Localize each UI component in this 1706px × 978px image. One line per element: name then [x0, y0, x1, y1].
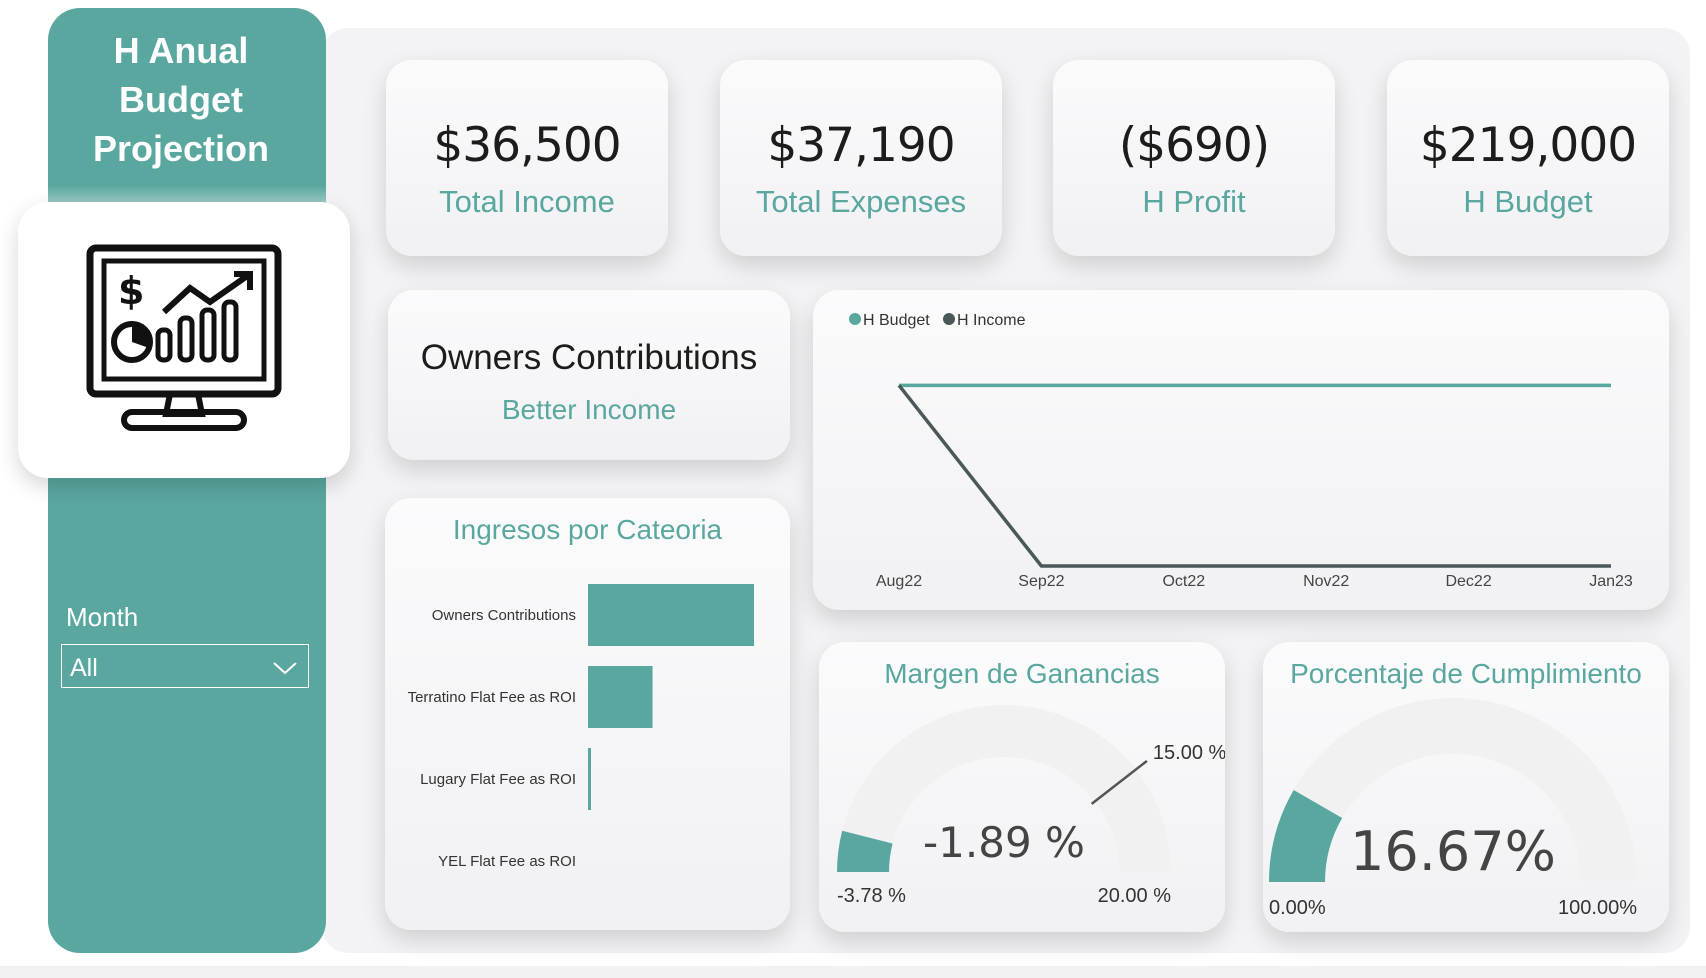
bar-category-label: Lugary Flat Fee as ROI — [420, 771, 576, 788]
gauge-max-label: 20.00 % — [1098, 885, 1172, 907]
x-tick-label: Sep22 — [1018, 573, 1064, 590]
legend-label: H Income — [957, 312, 1026, 329]
bar-chart: Owners Contributions Terratino Flat Fee a… — [408, 584, 754, 870]
gauge-track — [837, 705, 1171, 872]
kpi-label: Total Income — [439, 184, 615, 219]
gauge-target-marker — [1090, 759, 1148, 805]
month-slicer-value: All — [70, 654, 98, 682]
kpi-label: H Budget — [1463, 184, 1593, 219]
owners-contributions-subtitle: Better Income — [501, 394, 677, 425]
sidebar: H Anual Budget Projection Month All — [48, 8, 326, 953]
x-tick-label: Dec22 — [1445, 573, 1491, 590]
x-tick-label: Oct22 — [1162, 573, 1205, 590]
profit-margin-gauge: 15.00 % -1.89 % -3.78 % 20.00 % — [837, 705, 1225, 907]
compliance-title: Porcentaje de Cumplimiento — [1290, 658, 1642, 689]
series-line — [897, 384, 1611, 568]
legend-marker — [849, 313, 861, 325]
bar-category-label: Owners Contributions — [432, 607, 576, 624]
bar-category-label: Terratino Flat Fee as ROI — [408, 689, 576, 706]
legend-marker — [943, 313, 955, 325]
income-by-category-card: Ingresos por Cateoria Owners Contributio… — [385, 498, 790, 930]
app-title: H Anual Budget Projection — [92, 30, 270, 169]
bar-category-label: YEL Flat Fee as ROI — [438, 853, 576, 870]
compliance-card: Porcentaje de Cumplimiento 16.67% 0.00% 10… — [1263, 642, 1669, 932]
kpi-label: Total Expenses — [755, 184, 967, 219]
gauge-value-label: -1.89 % — [923, 818, 1085, 867]
gauge-value-label: 16.67% — [1350, 820, 1556, 883]
profit-margin-title: Margen de Ganancias — [884, 658, 1160, 689]
kpi-label: H Profit — [1142, 184, 1246, 219]
gauge-track — [1269, 698, 1637, 882]
month-filter-label: Month — [66, 602, 139, 632]
line-chart: H Budget H Income Aug22 Sep22 Oct22 Nov22 Dec2… — [849, 312, 1633, 590]
kpi-value: ($690) — [1118, 118, 1270, 173]
owners-contributions-card: Owners Contributions Better Income — [388, 290, 790, 460]
bar-chart-title: Ingresos por Cateoria — [452, 514, 723, 545]
bar — [588, 748, 591, 810]
profit-margin-card: Margen de Ganancias 15.00 % -1.89 % -3.78 … — [819, 642, 1225, 932]
kpi-card-h-budget: $219,000 H Budget — [1387, 60, 1669, 256]
budget-vs-income-card: H Budget H Income Aug22 Sep22 Oct22 Nov22 Dec2… — [813, 290, 1669, 610]
owners-contributions-title: Owners Contributions — [420, 338, 758, 377]
bar — [588, 584, 754, 646]
kpi-card-total-expenses: $37,190 Total Expenses — [720, 60, 1002, 256]
kpi-value: $37,190 — [767, 118, 955, 173]
logo-card: $ — [18, 202, 350, 478]
kpi-card-h-profit: ($690) H Profit — [1053, 60, 1335, 256]
legend-label: H Budget — [863, 312, 930, 329]
gauge-min-label: -3.78 % — [837, 885, 906, 907]
gauge-target-label: 15.00 % — [1153, 742, 1225, 764]
x-tick-label: Aug22 — [876, 573, 922, 590]
x-tick-label: Nov22 — [1303, 573, 1349, 590]
gauge-fill — [1269, 789, 1343, 882]
bottom-strip — [0, 966, 1706, 978]
kpi-value: $219,000 — [1419, 118, 1637, 173]
svg-text:$: $ — [118, 269, 144, 313]
gauge-fill — [837, 830, 893, 872]
compliance-gauge: 16.67% 0.00% 100.00% — [1269, 698, 1637, 919]
chevron-down-icon — [273, 662, 297, 675]
x-tick-label: Jan23 — [1589, 573, 1633, 590]
kpi-card-total-income: $36,500 Total Income — [386, 60, 668, 256]
month-slicer[interactable]: All — [61, 644, 309, 688]
bar — [588, 666, 653, 728]
kpi-value: $36,500 — [433, 118, 621, 173]
gauge-max-label: 100.00% — [1558, 897, 1637, 919]
monitor-analytics-icon: $ — [86, 244, 282, 431]
gauge-min-label: 0.00% — [1269, 897, 1326, 919]
